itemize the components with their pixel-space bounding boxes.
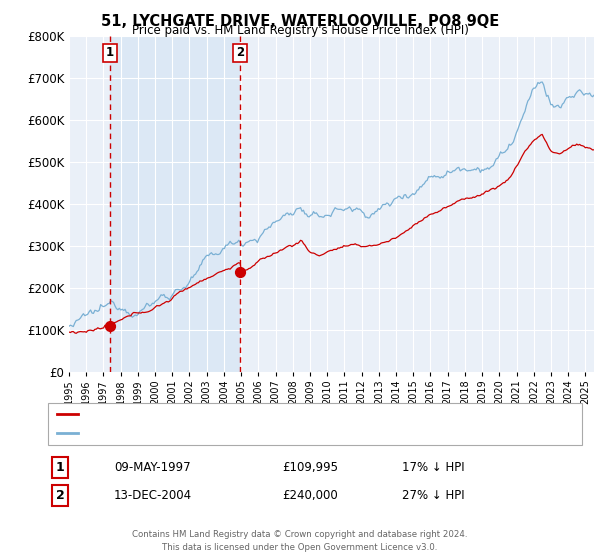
Text: 13-DEC-2004: 13-DEC-2004 [114,489,192,502]
Text: 1: 1 [106,46,113,59]
Text: Contains HM Land Registry data © Crown copyright and database right 2024.
This d: Contains HM Land Registry data © Crown c… [132,530,468,552]
Text: 2: 2 [56,489,64,502]
Text: £240,000: £240,000 [282,489,338,502]
Text: 1: 1 [56,461,64,474]
Text: HPI: Average price, detached house, East Hampshire: HPI: Average price, detached house, East… [81,428,370,438]
Text: Price paid vs. HM Land Registry's House Price Index (HPI): Price paid vs. HM Land Registry's House … [131,24,469,36]
Text: 27% ↓ HPI: 27% ↓ HPI [402,489,464,502]
Point [105,322,115,331]
Text: 51, LYCHGATE DRIVE, WATERLOOVILLE, PO8 9QE: 51, LYCHGATE DRIVE, WATERLOOVILLE, PO8 9… [101,14,499,29]
Text: 2: 2 [236,46,244,59]
Text: 51, LYCHGATE DRIVE, WATERLOOVILLE, PO8 9QE (detached house): 51, LYCHGATE DRIVE, WATERLOOVILLE, PO8 9… [81,409,445,419]
Text: £109,995: £109,995 [282,461,338,474]
Text: 09-MAY-1997: 09-MAY-1997 [114,461,191,474]
Bar [110,36,240,372]
Text: 17% ↓ HPI: 17% ↓ HPI [402,461,464,474]
Point [235,267,245,276]
